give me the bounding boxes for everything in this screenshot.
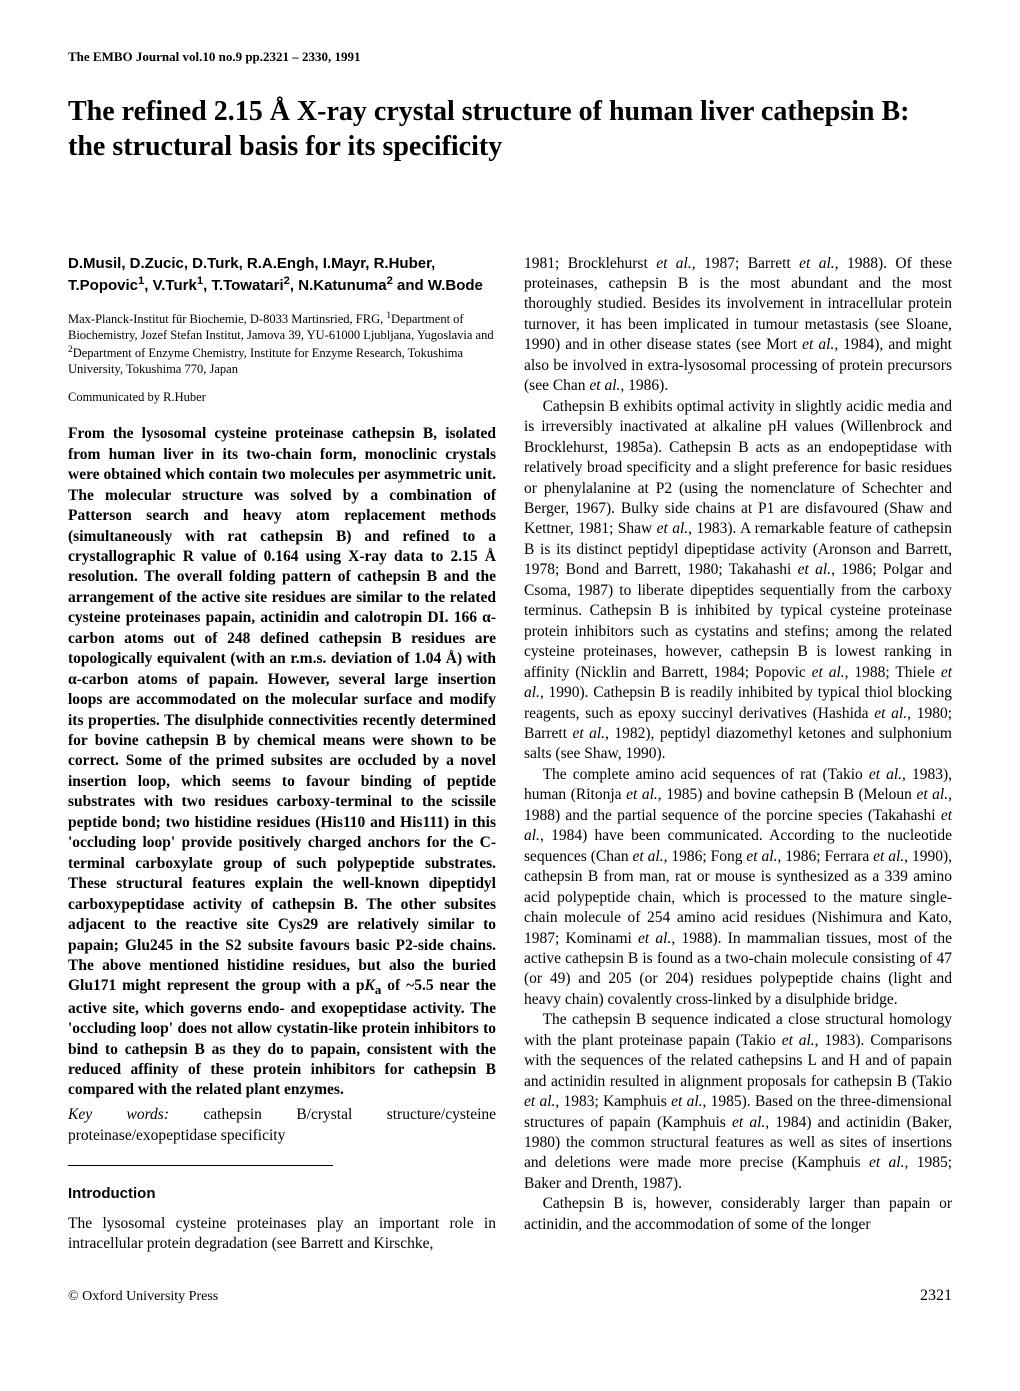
introduction-heading: Introduction — [68, 1184, 496, 1204]
body-paragraph: 1981; Brocklehurst et al., 1987; Barrett… — [524, 254, 952, 397]
page-footer: © Oxford University Press 2321 — [68, 1285, 952, 1307]
body-paragraph: The cathepsin B sequence indicated a clo… — [524, 1010, 952, 1194]
page-number: 2321 — [920, 1285, 952, 1307]
article-title: The refined 2.15 Å X-ray crystal structu… — [68, 94, 952, 164]
body-paragraph: Cathepsin B is, however, considerably la… — [524, 1194, 952, 1235]
keywords: Key words: cathepsin B/crystal structure… — [68, 1105, 496, 1147]
right-column: 1981; Brocklehurst et al., 1987; Barrett… — [524, 254, 952, 1255]
body-paragraph: Cathepsin B exhibits optimal activity in… — [524, 397, 952, 765]
two-column-layout: D.Musil, D.Zucic, D.Turk, R.A.Engh, I.Ma… — [68, 254, 952, 1255]
affiliations: Max-Planck-Institut für Biochemie, D-803… — [68, 310, 496, 377]
keywords-label: Key words: — [68, 1106, 169, 1123]
abstract-text: From the lysosomal cysteine proteinase c… — [68, 424, 496, 1101]
section-divider — [68, 1165, 333, 1166]
communicated-by: Communicated by R.Huber — [68, 389, 496, 406]
copyright-notice: © Oxford University Press — [68, 1288, 218, 1307]
left-column: D.Musil, D.Zucic, D.Turk, R.A.Engh, I.Ma… — [68, 254, 496, 1255]
journal-header: The EMBO Journal vol.10 no.9 pp.2321 – 2… — [68, 48, 952, 66]
body-paragraph: The complete amino acid sequences of rat… — [524, 765, 952, 1010]
intro-paragraph-left: The lysosomal cysteine proteinases play … — [68, 1214, 496, 1255]
author-list: D.Musil, D.Zucic, D.Turk, R.A.Engh, I.Ma… — [68, 254, 496, 297]
